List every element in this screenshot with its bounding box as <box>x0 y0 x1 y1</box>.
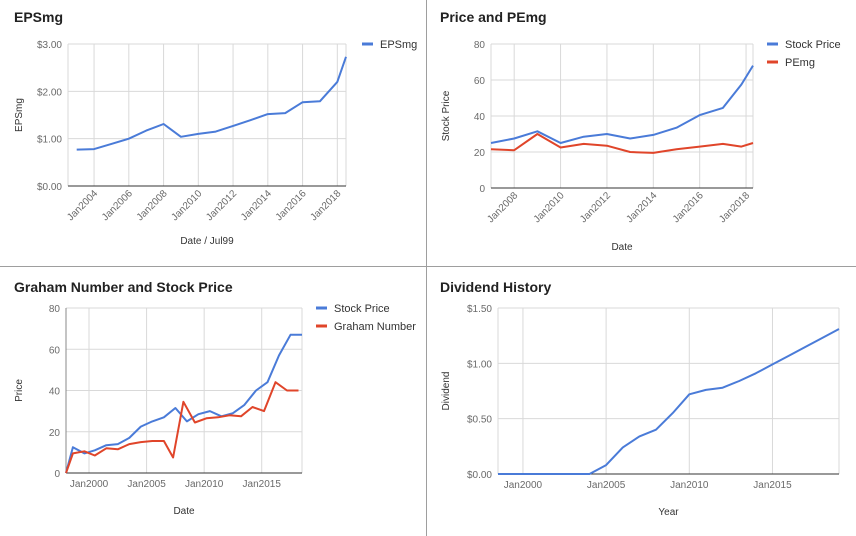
chart-title: EPSmg <box>14 9 63 25</box>
legend-label: Graham Number <box>334 321 416 333</box>
legend-label: PEmg <box>785 57 815 69</box>
series-line-pemg <box>490 133 754 154</box>
x-tick-label: Jan2012 <box>578 190 613 225</box>
x-tick-label: Jan2014 <box>239 188 274 223</box>
chart-title: Dividend History <box>440 279 551 295</box>
x-tick-label: Jan2018 <box>717 190 752 225</box>
x-tick-label: Jan2014 <box>625 190 660 225</box>
eps-chart-panel: EPSmg $0.00 $1.00 $2.00 $3.00 Jan2004 Jan2006 J… <box>0 0 427 267</box>
series-line-dividend <box>498 328 840 475</box>
y-tick-label: 60 <box>49 345 61 356</box>
x-tick-label: Jan2008 <box>135 188 170 223</box>
x-tick-label: Jan2006 <box>100 188 135 223</box>
y-tick-label: 80 <box>49 304 61 315</box>
x-tick-label: Jan2015 <box>243 479 282 490</box>
x-tick-label: Jan2010 <box>532 190 567 225</box>
y-tick-label: 0 <box>479 184 485 195</box>
x-tick-label: Jan2005 <box>127 479 166 490</box>
y-tick-label: 80 <box>474 40 486 51</box>
y-tick-label: $0.00 <box>37 182 62 193</box>
y-axis-label: Stock Price <box>441 90 452 141</box>
y-tick-label: $0.00 <box>467 470 492 481</box>
y-tick-label: 20 <box>474 148 486 159</box>
x-axis-label: Date <box>611 242 633 253</box>
y-tick-label: $1.50 <box>467 304 492 315</box>
x-tick-label: Jan2016 <box>274 188 309 223</box>
x-tick-label: Jan2018 <box>309 188 344 223</box>
series-line-graham-number <box>65 381 299 474</box>
chart-title: Graham Number and Stock Price <box>14 279 233 295</box>
graham-chart-panel: Graham Number and Stock Price 0 20 40 60 80 Ja… <box>0 267 427 536</box>
x-axis-label: Year <box>658 507 679 518</box>
dividend-chart-panel: Dividend History $0.00 $0.50 $1.00 $1.50 Jan2… <box>427 267 856 536</box>
y-tick-label: 20 <box>49 428 61 439</box>
x-tick-label: Jan2004 <box>65 188 100 223</box>
y-axis-label: Dividend <box>441 372 452 411</box>
x-tick-label: Jan2005 <box>587 480 626 491</box>
dividend-chart: Dividend History $0.00 $0.50 $1.00 $1.50 Jan2… <box>440 279 840 518</box>
y-tick-label: $0.50 <box>467 415 492 426</box>
x-tick-label: Jan2010 <box>170 188 205 223</box>
y-axis-label: EPSmg <box>14 98 25 132</box>
x-axis-label: Date / Jul99 <box>180 236 234 247</box>
x-tick-label: Jan2008 <box>485 190 520 225</box>
y-tick-label: 40 <box>49 387 61 398</box>
x-tick-label: Jan2010 <box>185 479 224 490</box>
y-axis-label: Price <box>14 379 25 402</box>
x-tick-label: Jan2000 <box>504 480 543 491</box>
x-tick-label: Jan2012 <box>204 188 239 223</box>
legend-label: EPSmg <box>380 39 417 51</box>
price-pe-chart-panel: Price and PEmg 0 20 40 60 80 Jan2008 Jan2010 Jan… <box>427 0 856 267</box>
y-tick-label: $3.00 <box>37 40 62 51</box>
series-line-stock-price <box>490 65 754 144</box>
x-tick-label: Jan2000 <box>70 479 109 490</box>
y-tick-label: 40 <box>474 112 486 123</box>
series-line-epsmg <box>76 56 347 151</box>
y-tick-label: 60 <box>474 76 486 87</box>
chart-title: Price and PEmg <box>440 9 547 25</box>
legend-label: Stock Price <box>334 303 390 315</box>
legend-label: Stock Price <box>785 39 841 51</box>
x-tick-label: Jan2010 <box>670 480 709 491</box>
price-pe-chart: Price and PEmg 0 20 40 60 80 Jan2008 Jan2010 Jan… <box>440 9 841 253</box>
graham-chart: Graham Number and Stock Price 0 20 40 60 80 Ja… <box>14 279 416 517</box>
y-tick-label: $2.00 <box>37 87 62 98</box>
y-tick-label: $1.00 <box>37 135 62 146</box>
y-tick-label: $1.00 <box>467 359 492 370</box>
x-axis-label: Date <box>173 506 195 517</box>
y-tick-label: 0 <box>54 469 60 480</box>
x-tick-label: Jan2016 <box>671 190 706 225</box>
x-tick-label: Jan2015 <box>753 480 792 491</box>
